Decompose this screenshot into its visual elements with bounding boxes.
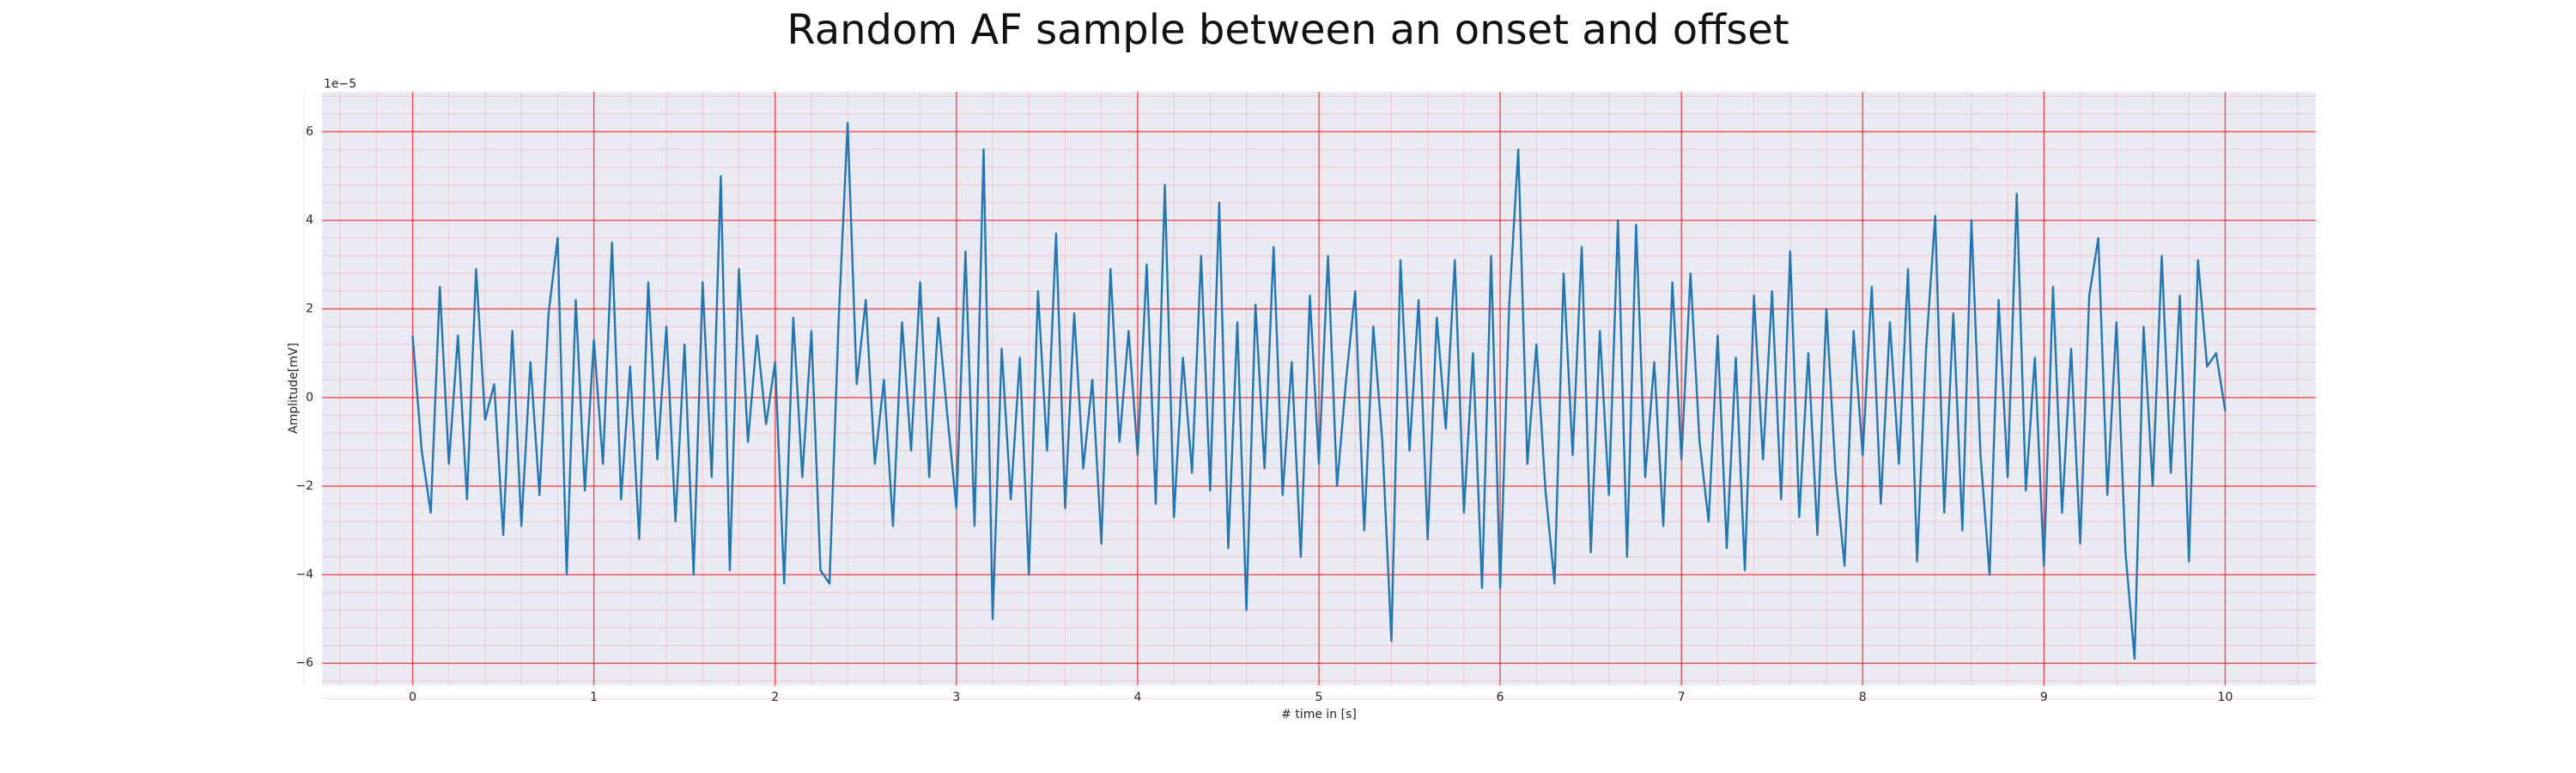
y-axis-label: Amplitude[mV] xyxy=(287,343,301,434)
data-line xyxy=(411,121,2227,660)
x-tick-label: 7 xyxy=(1678,691,1686,704)
x-tick-label: 3 xyxy=(952,691,960,704)
x-tick-label: 6 xyxy=(1497,691,1504,704)
chart-title: Random AF sample between an onset and of… xyxy=(787,6,1789,54)
x-tick-label: 0 xyxy=(409,691,416,704)
x-tick-label: 4 xyxy=(1133,691,1141,704)
y-tick-label: −2 xyxy=(295,479,313,493)
y-offset-label: 1e−5 xyxy=(324,77,356,91)
x-tick-label: 10 xyxy=(2218,691,2233,704)
y-tick-label: −4 xyxy=(295,568,313,581)
x-tick-label: 5 xyxy=(1315,691,1323,704)
x-tick-label: 9 xyxy=(2040,691,2048,704)
y-tick-label: 2 xyxy=(306,302,313,316)
y-tick-label: 0 xyxy=(306,391,313,405)
x-axis-label: # time in [s] xyxy=(1281,708,1357,721)
y-tick-label: 6 xyxy=(306,125,313,138)
y-tick-label: −6 xyxy=(295,656,313,670)
x-tick-label: 8 xyxy=(1859,691,1867,704)
y-tick-label: 4 xyxy=(306,214,313,228)
x-tick-label: 2 xyxy=(771,691,779,704)
x-tick-label: 1 xyxy=(590,691,598,704)
